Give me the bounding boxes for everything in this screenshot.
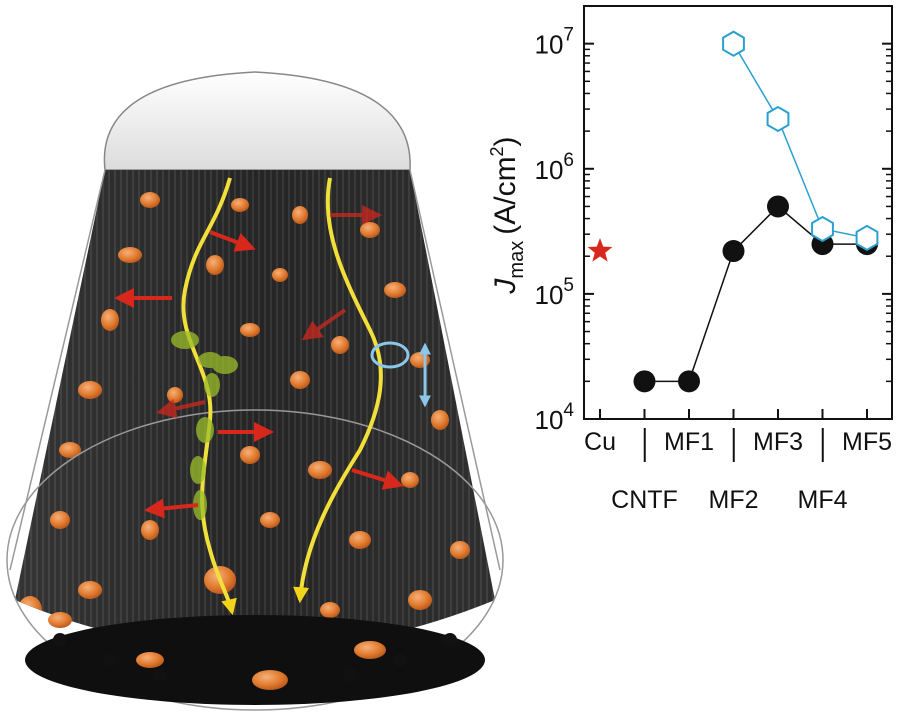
- data-point-circle: [678, 370, 700, 393]
- data-point-circle: [767, 195, 789, 218]
- y-tick-label: 105: [535, 275, 575, 310]
- data-point-circle: [722, 240, 745, 263]
- x-axis-ticks: Cu CNTF MF1 MF2 MF3 MF4 MF5: [584, 409, 892, 514]
- series-star: [587, 238, 613, 262]
- x-category-label: MF2: [709, 486, 759, 514]
- data-point-hexagon: [722, 30, 745, 57]
- cross-section-copper: [48, 612, 386, 690]
- cnt-fiber-illustration: [6, 71, 504, 711]
- current-loop-icon: [370, 341, 431, 408]
- plot-frame: [583, 5, 893, 420]
- y-tick-label: 104: [535, 400, 575, 435]
- series-circle: [633, 195, 878, 393]
- y-axis-ticks: 104 105 106 107: [535, 5, 892, 435]
- fiber-top-cap: [103, 71, 411, 171]
- x-category-label: MF5: [842, 428, 892, 456]
- y-axis-title: Jmax(A/cm2): [487, 136, 528, 294]
- x-category-label: Cu: [584, 428, 616, 456]
- x-category-label: MF4: [798, 486, 848, 514]
- fiber-cross-section: [6, 409, 504, 711]
- cross-section-bundles: [25, 615, 485, 705]
- data-point-star: [587, 238, 613, 262]
- series-layer: [587, 30, 879, 393]
- fiber-outline: [9, 169, 501, 571]
- data-point-hexagon: [855, 224, 879, 252]
- data-point-hexagon: [811, 215, 834, 243]
- y-tick-label: 107: [535, 25, 575, 60]
- heat-dissipation-arrows: [114, 205, 404, 519]
- x-category-label: MF3: [753, 428, 803, 456]
- data-point-hexagon: [766, 105, 790, 133]
- x-category-label: CNTF: [611, 486, 678, 514]
- copper-deposits: [18, 192, 470, 624]
- y-tick-label: 106: [535, 150, 575, 185]
- data-point-circle: [633, 370, 656, 393]
- x-category-label: MF1: [664, 428, 714, 456]
- series-hexagon: [722, 30, 879, 252]
- series-line: [732, 43, 868, 239]
- current-path-right: [293, 177, 383, 604]
- current-path-left: [181, 177, 237, 616]
- cnt-highlight-segments: [171, 331, 238, 520]
